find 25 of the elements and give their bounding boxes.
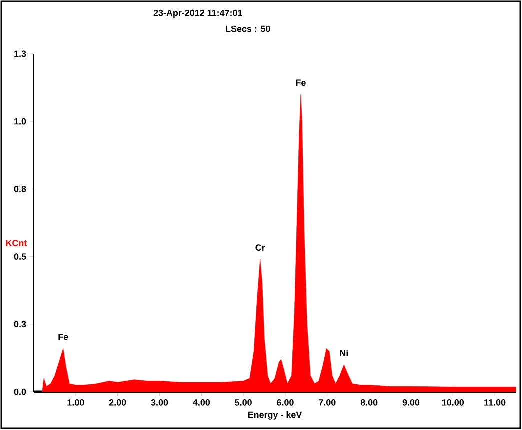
chart-title: 23-Apr-2012 11:47:01 bbox=[154, 10, 242, 18]
annotation: Fe bbox=[58, 334, 68, 340]
y-axis-title: KCnt bbox=[6, 240, 28, 246]
annotation: Fe bbox=[296, 80, 306, 86]
x-tick-label: 5.00 bbox=[235, 400, 252, 406]
x-axis-title: Energy - keV bbox=[248, 412, 302, 420]
x-tick-label: 8.00 bbox=[360, 400, 378, 406]
y-tick-label: 0.5 bbox=[14, 254, 26, 260]
chart-subtitle: LSecs : 50 bbox=[226, 26, 270, 32]
x-tick-label: 2.00 bbox=[109, 400, 126, 406]
y-tick-label: 0.3 bbox=[14, 321, 26, 328]
x-tick-label: 1.00 bbox=[68, 400, 84, 406]
y-tick-label: 1.3 bbox=[14, 50, 26, 58]
x-tick-label: 7.00 bbox=[319, 400, 336, 406]
y-tick-label: 0.0 bbox=[14, 388, 26, 396]
annotation: Cr bbox=[256, 244, 266, 251]
annotation: Ni bbox=[340, 350, 348, 356]
x-tick-label: 9.00 bbox=[402, 400, 420, 406]
y-tick-label: 1.0 bbox=[14, 118, 26, 125]
x-tick-label: 11.00 bbox=[484, 400, 506, 406]
x-tick-label: 4.00 bbox=[193, 400, 210, 406]
y-tick-label: 0.8 bbox=[14, 186, 26, 192]
x-tick-label: 10.00 bbox=[442, 400, 464, 406]
x-tick-label: 6.00 bbox=[277, 400, 294, 406]
x-tick-label: 3.00 bbox=[151, 400, 168, 406]
